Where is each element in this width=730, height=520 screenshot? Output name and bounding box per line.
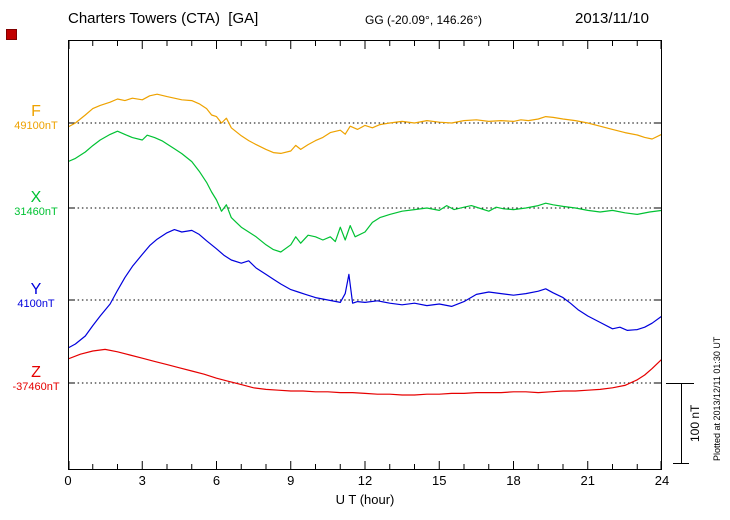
series-label-Z: Z -37460nT (6, 364, 66, 394)
series-baseline-Y: 4100nT (17, 298, 55, 310)
series-label-F: F 49100nT (6, 103, 66, 133)
x-tick-label: 24 (654, 473, 670, 488)
x-axis-label: U T (hour) (335, 492, 395, 507)
series-baseline-Z: -37460nT (12, 381, 60, 393)
x-tick-label: 0 (64, 473, 72, 488)
scale-bar-bottom-cap (673, 463, 689, 464)
x-tick-label: 9 (287, 473, 295, 488)
x-tick-label: 18 (506, 473, 521, 488)
series-letter-Y: Y (30, 281, 42, 298)
scale-bar-label: 100 nT (688, 404, 702, 442)
x-tick-label: 21 (580, 473, 595, 488)
series-baseline-F: 49100nT (14, 120, 58, 132)
geographic-coordinates: GG (-20.09°, 146.26°) (365, 13, 482, 27)
scale-bar-top-cap (666, 383, 694, 384)
x-tick-label: 6 (212, 473, 221, 488)
scale-bar (681, 383, 682, 463)
series-letter-Z: Z (31, 364, 41, 381)
x-tick-label: 12 (357, 473, 373, 488)
plotted-at-note: Plotted at 2013/12/11 01:30 UT (712, 336, 722, 462)
series-baseline-X: 31460nT (14, 206, 58, 218)
series-label-X: X 31460nT (6, 189, 66, 219)
series-letter-F: F (31, 103, 41, 120)
red-marker-icon (6, 29, 17, 40)
x-tick-label: 15 (432, 473, 447, 488)
magnetogram-plot (68, 40, 662, 470)
station-title: Charters Towers (CTA) [GA] (68, 10, 259, 27)
series-label-Y: Y 4100nT (6, 281, 66, 311)
series-letter-X: X (30, 189, 42, 206)
plot-date: 2013/11/10 (575, 10, 649, 27)
x-tick-label: 3 (138, 473, 146, 488)
